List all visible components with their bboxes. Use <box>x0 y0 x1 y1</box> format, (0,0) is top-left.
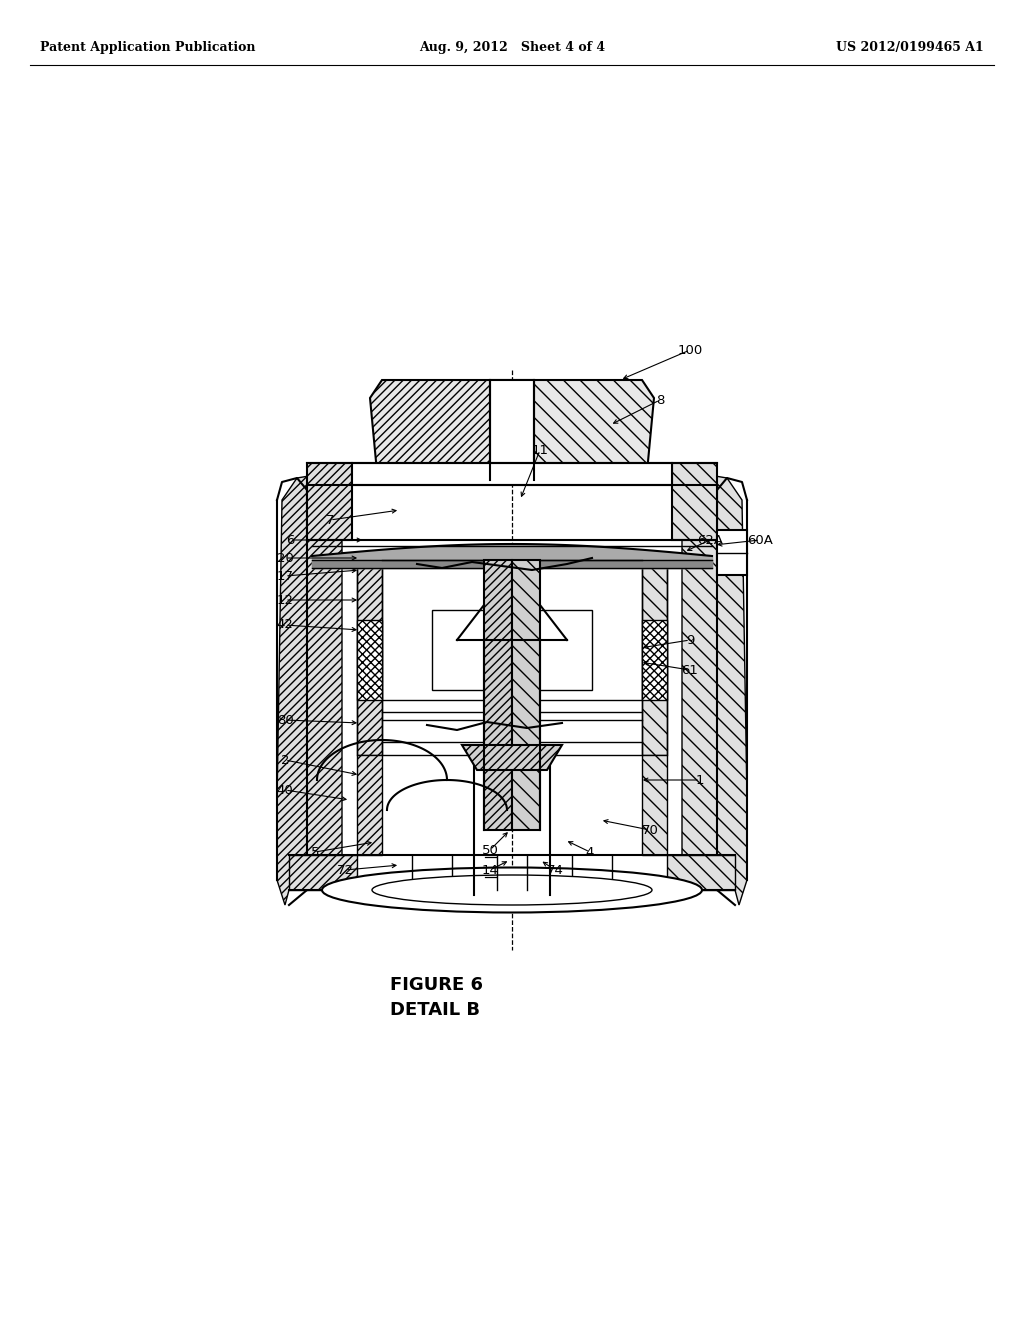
Polygon shape <box>278 475 342 906</box>
Polygon shape <box>672 463 717 540</box>
Bar <box>352 463 672 484</box>
Bar <box>490 380 534 480</box>
Polygon shape <box>370 380 512 480</box>
Text: 70: 70 <box>642 824 658 837</box>
Text: 14: 14 <box>481 863 499 876</box>
Ellipse shape <box>322 867 702 912</box>
Ellipse shape <box>372 875 652 906</box>
Text: Aug. 9, 2012   Sheet 4 of 4: Aug. 9, 2012 Sheet 4 of 4 <box>419 41 605 54</box>
Polygon shape <box>357 755 382 855</box>
Bar <box>537 610 592 690</box>
Polygon shape <box>642 755 667 855</box>
Text: 12: 12 <box>276 594 294 606</box>
Bar <box>717 531 746 576</box>
Polygon shape <box>512 380 654 480</box>
Text: 9: 9 <box>686 634 694 647</box>
Text: 2: 2 <box>281 754 289 767</box>
Polygon shape <box>289 855 357 890</box>
Text: 42: 42 <box>276 619 294 631</box>
Text: FIGURE 6: FIGURE 6 <box>390 975 483 994</box>
Text: 7: 7 <box>326 513 334 527</box>
Text: 62A: 62A <box>697 533 723 546</box>
Text: 40: 40 <box>276 784 293 796</box>
Polygon shape <box>357 560 382 755</box>
Polygon shape <box>462 744 562 770</box>
Text: 50: 50 <box>481 843 499 857</box>
Polygon shape <box>307 463 352 540</box>
Polygon shape <box>357 620 382 700</box>
Bar <box>432 610 487 690</box>
Polygon shape <box>642 560 667 755</box>
Text: 100: 100 <box>677 343 702 356</box>
Text: US 2012/0199465 A1: US 2012/0199465 A1 <box>837 41 984 54</box>
Text: 20: 20 <box>276 552 294 565</box>
Polygon shape <box>512 560 540 830</box>
Text: 61: 61 <box>682 664 698 676</box>
Polygon shape <box>682 475 746 906</box>
Text: 60A: 60A <box>748 533 773 546</box>
Text: DETAIL B: DETAIL B <box>390 1001 480 1019</box>
Text: 74: 74 <box>547 863 563 876</box>
Text: 6: 6 <box>286 533 294 546</box>
Text: 72: 72 <box>337 863 353 876</box>
Text: 4: 4 <box>586 846 594 858</box>
Text: 1: 1 <box>695 774 705 787</box>
Polygon shape <box>484 560 512 830</box>
Text: 17: 17 <box>276 569 294 582</box>
Text: Patent Application Publication: Patent Application Publication <box>40 41 256 54</box>
Polygon shape <box>642 620 667 700</box>
Polygon shape <box>667 855 735 890</box>
Text: 8: 8 <box>655 393 665 407</box>
Text: 80: 80 <box>276 714 293 726</box>
Text: 11: 11 <box>531 444 549 457</box>
Text: 5: 5 <box>310 846 319 858</box>
